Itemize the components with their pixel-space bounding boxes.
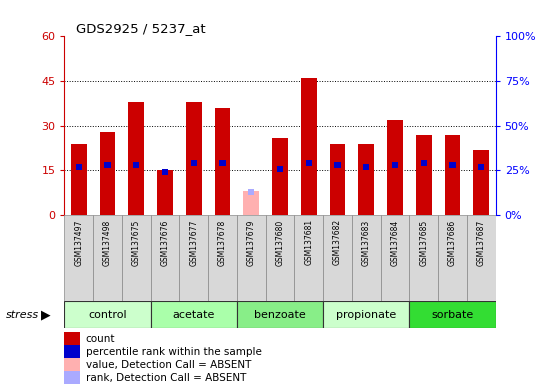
Text: rank, Detection Call = ABSENT: rank, Detection Call = ABSENT <box>86 372 246 382</box>
Text: GSM137684: GSM137684 <box>390 219 399 266</box>
Bar <box>387 120 403 215</box>
Bar <box>93 215 122 301</box>
Bar <box>330 144 346 215</box>
Bar <box>64 215 93 301</box>
Text: value, Detection Call = ABSENT: value, Detection Call = ABSENT <box>86 359 251 369</box>
Bar <box>421 160 427 166</box>
Bar <box>76 164 82 170</box>
Bar <box>190 160 197 166</box>
Bar <box>473 149 489 215</box>
Bar <box>306 160 312 166</box>
Text: GSM137677: GSM137677 <box>189 219 198 266</box>
Bar <box>151 301 237 328</box>
Text: GSM137682: GSM137682 <box>333 219 342 265</box>
Bar <box>179 215 208 301</box>
Bar <box>162 169 168 175</box>
Bar <box>100 132 115 215</box>
Bar <box>237 215 265 301</box>
Bar <box>214 108 230 215</box>
Text: control: control <box>88 310 127 320</box>
Text: GSM137686: GSM137686 <box>448 219 457 266</box>
Text: sorbate: sorbate <box>431 310 474 320</box>
Text: GSM137683: GSM137683 <box>362 219 371 266</box>
Bar <box>71 144 87 215</box>
Bar <box>438 215 467 301</box>
Text: stress: stress <box>6 310 39 320</box>
Bar <box>133 162 139 168</box>
Text: GSM137681: GSM137681 <box>304 219 313 265</box>
Text: GDS2925 / 5237_at: GDS2925 / 5237_at <box>76 22 205 35</box>
Text: GSM137679: GSM137679 <box>247 219 256 266</box>
Bar <box>409 215 438 301</box>
Bar <box>272 138 288 215</box>
Bar <box>186 102 202 215</box>
Bar <box>64 301 151 328</box>
Text: ▶: ▶ <box>41 308 51 321</box>
Bar <box>358 144 374 215</box>
Bar <box>323 215 352 301</box>
Bar <box>157 170 173 215</box>
Text: GSM137498: GSM137498 <box>103 219 112 266</box>
Bar <box>151 215 179 301</box>
Bar <box>352 215 381 301</box>
Text: GSM137676: GSM137676 <box>161 219 170 266</box>
Bar <box>467 215 496 301</box>
Bar <box>104 162 111 168</box>
Text: GSM137678: GSM137678 <box>218 219 227 266</box>
Bar <box>220 160 226 166</box>
Text: GSM137497: GSM137497 <box>74 219 83 266</box>
Bar <box>449 162 456 168</box>
Text: GSM137685: GSM137685 <box>419 219 428 266</box>
Bar <box>237 301 323 328</box>
Bar <box>295 215 323 301</box>
Bar <box>416 135 432 215</box>
Text: GSM137675: GSM137675 <box>132 219 141 266</box>
Bar <box>381 215 409 301</box>
Bar <box>265 215 295 301</box>
Bar <box>392 162 398 168</box>
Text: GSM137680: GSM137680 <box>276 219 284 266</box>
Text: propionate: propionate <box>336 310 396 320</box>
Text: percentile rank within the sample: percentile rank within the sample <box>86 347 262 357</box>
Bar <box>122 215 151 301</box>
Bar <box>445 135 460 215</box>
Bar <box>478 164 484 170</box>
Bar <box>409 301 496 328</box>
Bar <box>128 102 144 215</box>
Text: GSM137687: GSM137687 <box>477 219 486 266</box>
Bar <box>301 78 316 215</box>
Bar <box>334 162 340 168</box>
Bar <box>208 215 237 301</box>
Bar <box>277 166 283 172</box>
Text: count: count <box>86 334 115 344</box>
Text: acetate: acetate <box>172 310 215 320</box>
Bar <box>248 189 254 195</box>
Bar <box>323 301 409 328</box>
Text: benzoate: benzoate <box>254 310 306 320</box>
Bar <box>244 191 259 215</box>
Bar <box>363 164 370 170</box>
